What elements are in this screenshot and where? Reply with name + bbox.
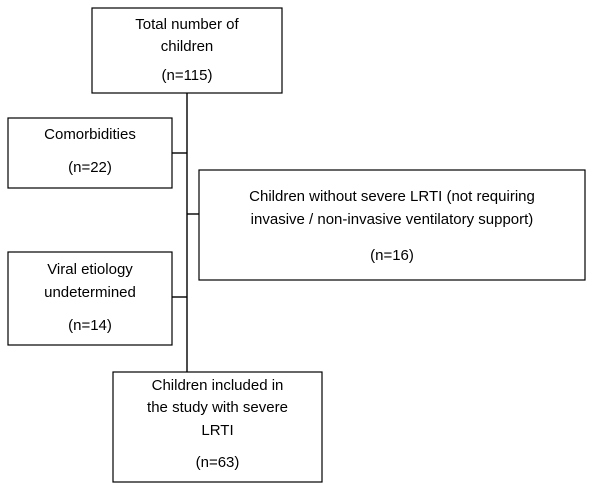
box-text: Viral etiology [47, 261, 133, 278]
box [198, 169, 586, 281]
box-text: undetermined [44, 284, 136, 301]
box-text: the study with severe [147, 399, 288, 416]
box-text: Total number of [135, 16, 239, 33]
box-text: (n=115) [161, 67, 212, 84]
box [7, 117, 173, 189]
box-text: children [161, 38, 214, 55]
box-text: Comorbidities [44, 126, 136, 143]
box-text: (n=22) [68, 159, 112, 176]
box-text: (n=16) [370, 247, 414, 264]
box [7, 251, 173, 346]
box [112, 371, 323, 483]
box-text: invasive / non-invasive ventilatory supp… [251, 211, 534, 228]
box-text: Children without severe LRTI (not requir… [249, 188, 535, 205]
box-text: (n=63) [196, 454, 240, 471]
box-text: LRTI [201, 422, 233, 439]
box [91, 7, 283, 94]
box-text: (n=14) [68, 317, 112, 334]
box-text: Children included in [152, 377, 284, 394]
